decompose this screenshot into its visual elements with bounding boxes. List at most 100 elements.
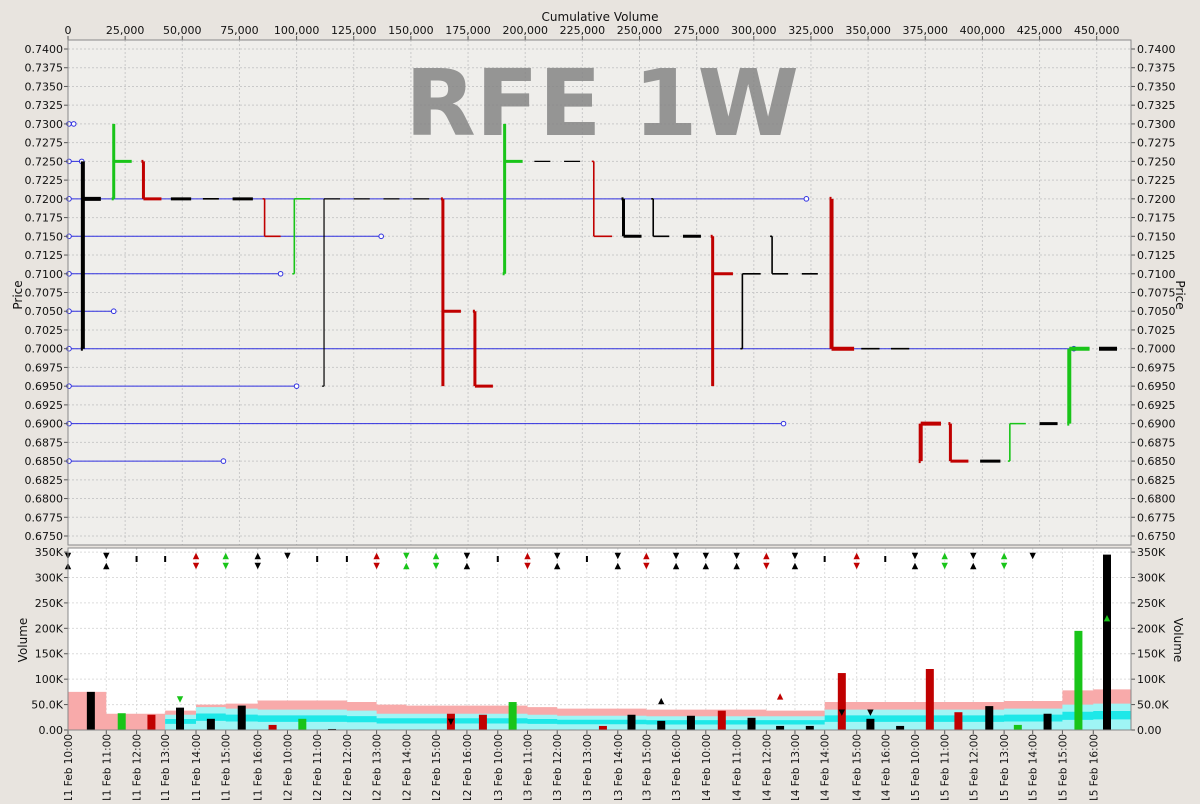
cumulative-volume-tick-label: 150,000 (388, 24, 434, 37)
price-tick-label-right: 0.7300 (1137, 118, 1176, 131)
volume-bar (86, 691, 95, 730)
up-arrow-marker (702, 562, 709, 570)
cumulative-volume-tick-label: 25,000 (106, 24, 145, 37)
price-tick-label-left: 0.7400 (25, 43, 64, 56)
session-tick-label: 15 Feb 16:00 (1088, 734, 1100, 800)
session-tick-label: 13 Feb 12:00 (552, 734, 564, 800)
price-tick-label-right: 0.7150 (1137, 230, 1176, 243)
volume-bar (954, 712, 963, 730)
volume-bar (776, 725, 785, 730)
volume-tick-label-left: 0.00 (39, 724, 64, 737)
volume-bar (176, 707, 185, 730)
cumulative-volume-tick-label: 300,000 (731, 24, 777, 37)
down-arrow-marker (192, 562, 200, 570)
session-tick-label: 11 Feb 10:00 (63, 734, 75, 800)
price-tick-label-right: 0.7250 (1137, 155, 1176, 168)
down-arrow-marker (103, 552, 110, 560)
volume-tick-label-right: 300K (1137, 571, 1166, 584)
price-tick-label-right: 0.6900 (1137, 418, 1176, 431)
up-arrow-marker (192, 552, 200, 560)
down-arrow-marker (791, 552, 799, 560)
price-tick-label-left: 0.7000 (25, 343, 64, 356)
volume-bar (298, 718, 307, 730)
down-arrow-marker (838, 709, 846, 716)
up-arrow-marker (941, 552, 948, 560)
cumulative-volume-tick-label: 450,000 (1074, 24, 1120, 37)
price-tick-label-right: 0.6750 (1137, 530, 1176, 543)
price-tick-label-left: 0.7325 (25, 99, 64, 112)
cumulative-volume-tick-label: 200,000 (502, 24, 548, 37)
up-arrow-marker (970, 562, 977, 570)
volume-tick-label-right: 100K (1137, 673, 1166, 686)
volume-tick-label-left: 50.0K (31, 699, 63, 712)
volume-bar (657, 720, 666, 730)
down-arrow-marker (176, 696, 184, 703)
session-tick-label: 13 Feb 14:00 (613, 734, 625, 800)
session-tick-label: 13 Feb 16:00 (671, 734, 683, 800)
price-plot-frame (67, 39, 1132, 546)
down-arrow-marker (447, 718, 455, 726)
price-tick-label-left: 0.6750 (25, 530, 64, 543)
price-tick-label-right: 0.6925 (1137, 399, 1176, 412)
cumulative-volume-tick-label: 50,000 (163, 24, 202, 37)
signal-tick-marker (135, 556, 138, 562)
down-arrow-marker (733, 552, 740, 560)
up-arrow-marker (432, 552, 440, 560)
cumulative-volume-tick-label: 125,000 (331, 24, 377, 37)
up-arrow-marker (733, 562, 740, 570)
price-tick-label-left: 0.7075 (25, 287, 64, 300)
session-tick-label: 11 Feb 13:00 (160, 734, 172, 800)
volume-tick-label-right: 50.0K (1137, 699, 1169, 712)
price-tick-label-right: 0.7075 (1137, 287, 1176, 300)
down-arrow-marker (643, 562, 650, 570)
session-tick-label: 11 Feb 12:00 (132, 734, 144, 800)
session-tick-label: 14 Feb 13:00 (790, 734, 802, 800)
price-tick-label-right: 0.7350 (1137, 80, 1176, 93)
signal-tick-marker (884, 556, 887, 562)
down-arrow-marker (463, 552, 471, 560)
volume-tick-label-left: 300K (35, 571, 64, 584)
up-arrow-marker (1103, 614, 1111, 622)
price-tick-label-right: 0.6800 (1137, 493, 1176, 506)
price-tick-label-left: 0.6800 (25, 493, 64, 506)
down-arrow-marker (614, 552, 621, 560)
volume-bar (686, 715, 695, 730)
cumulative-volume-tick-label: 250,000 (617, 24, 663, 37)
volume-bar (1102, 554, 1111, 730)
price-tick-label-left: 0.7025 (25, 324, 64, 337)
price-tick-label-right: 0.6825 (1137, 474, 1176, 487)
volume-bar (117, 713, 126, 730)
volume-bar (598, 725, 607, 730)
volume-tick-label-left: 350K (35, 546, 64, 559)
down-arrow-marker (911, 552, 919, 560)
signal-tick-marker (164, 556, 167, 562)
volume-bar (268, 724, 277, 730)
up-arrow-marker (254, 552, 261, 560)
down-arrow-marker (1000, 562, 1008, 570)
down-arrow-marker (403, 552, 410, 560)
volume-bar (747, 717, 756, 730)
cumulative-volume-tick-label: 100,000 (274, 24, 320, 37)
volume-tick-label-left: 150K (35, 648, 64, 661)
up-arrow-marker (853, 552, 860, 560)
volume-tick-label-left: 250K (35, 597, 64, 610)
up-arrow-marker (524, 552, 531, 560)
volume-tick-label-right: 250K (1137, 597, 1166, 610)
volume-bar (1013, 724, 1022, 730)
down-arrow-marker (702, 552, 709, 560)
session-tick-label: 11 Feb 16:00 (253, 734, 265, 800)
volume-bands (68, 689, 1131, 730)
volume-bar (328, 728, 337, 730)
level-end-dot (220, 458, 227, 464)
volume-bar (237, 705, 246, 730)
up-arrow-marker (103, 562, 110, 570)
price-bars (80, 123, 1117, 464)
price-tick-label-right: 0.7375 (1137, 62, 1176, 75)
down-arrow-marker (970, 552, 977, 560)
cumulative-volume-tick-label: 175,000 (445, 24, 491, 37)
top-axis-title: Cumulative Volume (542, 10, 659, 24)
price-tick-label-left: 0.7275 (25, 137, 64, 150)
cumulative-volume-tick-label: 325,000 (788, 24, 834, 37)
down-arrow-marker (524, 562, 531, 570)
